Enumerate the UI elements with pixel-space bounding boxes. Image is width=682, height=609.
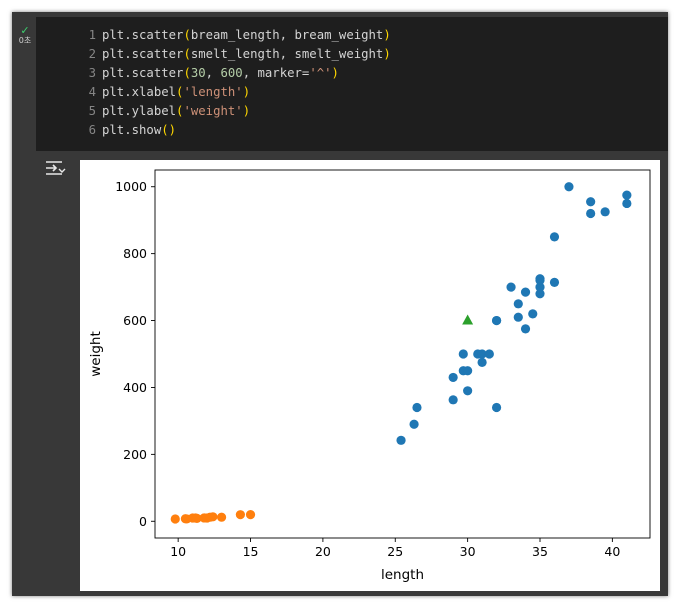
code-line: 2 plt.scatter(smelt_length, smelt_weight) xyxy=(84,45,391,64)
code-token: 600 xyxy=(220,66,243,80)
code-token: ( xyxy=(176,104,184,118)
x-tick-label: 25 xyxy=(387,544,403,559)
data-point xyxy=(192,513,202,523)
output-area: 10 15 20 25 30 35 40 0 200 400 600 800 1000 length wei… xyxy=(80,160,660,591)
line-number: 1 xyxy=(88,28,96,42)
y-tick-label: 1000 xyxy=(115,179,147,194)
code-token: ( xyxy=(176,85,184,99)
code-line: 3 plt.scatter(30, 600, marker='^') xyxy=(84,64,391,83)
y-tick-label: 0 xyxy=(139,514,147,529)
code-token: ) xyxy=(242,104,251,118)
data-point xyxy=(513,299,523,309)
data-point xyxy=(528,309,538,319)
y-tick-label: 200 xyxy=(123,447,147,462)
data-point xyxy=(216,512,227,522)
code-token: ) xyxy=(331,66,339,80)
x-tick-label: 35 xyxy=(532,544,548,559)
data-point xyxy=(600,207,610,217)
data-point xyxy=(458,349,468,359)
data-point xyxy=(448,395,458,405)
code-token: ) xyxy=(242,85,251,99)
data-point xyxy=(396,435,406,445)
data-point xyxy=(549,232,560,242)
data-point xyxy=(412,402,422,413)
code-token: ( xyxy=(183,66,191,80)
code-token: plt.show xyxy=(102,123,162,137)
plot-frame xyxy=(154,169,651,539)
check-icon: ✓ xyxy=(20,24,30,37)
data-point xyxy=(535,289,545,299)
code-line: 4 plt.xlabel('length') xyxy=(84,83,391,102)
code-token: ) xyxy=(383,47,391,61)
data-point xyxy=(586,208,596,219)
data-point xyxy=(535,282,545,292)
cell-status: ✓ 0초 xyxy=(16,24,34,46)
data-point xyxy=(484,349,494,359)
data-point xyxy=(477,349,487,359)
x-tick-label: 10 xyxy=(170,544,186,559)
code-token: plt.scatter xyxy=(102,66,184,80)
data-point xyxy=(520,324,531,334)
data-point xyxy=(622,190,632,200)
y-axis-label: weight xyxy=(88,331,104,377)
code-token: '^' xyxy=(309,66,332,80)
data-point xyxy=(513,312,523,322)
x-axis-label: length xyxy=(381,567,424,583)
code-token: 30 xyxy=(190,66,206,80)
data-point xyxy=(463,366,473,376)
data-point xyxy=(448,372,458,383)
data-point xyxy=(409,419,419,429)
data-point xyxy=(463,386,473,396)
y-tick-label: 800 xyxy=(123,246,147,261)
line-number: 4 xyxy=(88,85,96,99)
code-editor[interactable] xyxy=(36,17,668,151)
data-point xyxy=(535,275,545,285)
line-number: 6 xyxy=(88,123,96,137)
data-point xyxy=(622,198,632,209)
x-tick-label: 20 xyxy=(315,544,331,559)
execution-time: 0초 xyxy=(18,36,32,45)
code-token: plt.ylabel xyxy=(102,104,177,118)
code-token: , marker= xyxy=(242,66,310,80)
code-token: 'length' xyxy=(183,85,243,99)
output-toggle-icon[interactable] xyxy=(44,158,66,178)
code-line: 1 plt.scatter(bream_length, bream_weight) xyxy=(84,26,391,45)
data-point xyxy=(564,182,574,192)
data-point xyxy=(506,282,516,292)
code-token: , xyxy=(205,66,221,80)
data-point xyxy=(477,357,487,367)
code-token: ) xyxy=(383,28,391,42)
code-token: ( xyxy=(183,28,191,42)
data-point xyxy=(549,277,560,288)
code-token: plt.scatter xyxy=(102,47,184,61)
code-token: plt.xlabel xyxy=(102,85,177,99)
code-lines[interactable]: 1 plt.scatter(bream_length, bream_weight)… xyxy=(84,26,391,140)
code-token: 'weight' xyxy=(183,104,243,118)
code-token: () xyxy=(161,123,177,137)
line-number: 5 xyxy=(88,104,96,118)
data-point xyxy=(520,287,531,297)
y-tick-label: 600 xyxy=(123,313,147,328)
data-point xyxy=(491,315,502,326)
data-point xyxy=(491,402,502,413)
x-tick-label: 30 xyxy=(460,544,476,559)
data-point xyxy=(245,510,256,520)
data-point xyxy=(586,197,596,207)
code-token: ( xyxy=(183,47,191,61)
line-number: 3 xyxy=(88,66,96,80)
x-tick-label: 15 xyxy=(243,544,259,559)
data-point xyxy=(208,512,218,522)
data-point-triangle xyxy=(462,314,474,325)
code-line: 6 plt.show() xyxy=(84,121,391,140)
data-point xyxy=(170,514,180,524)
x-tick-label: 40 xyxy=(604,544,620,559)
y-tick-label: 400 xyxy=(123,380,147,395)
data-point xyxy=(235,510,245,520)
code-line: 5 plt.ylabel('weight') xyxy=(84,102,391,121)
code-token: plt.scatter xyxy=(102,28,184,42)
code-token: bream_length, bream_weight xyxy=(190,28,384,42)
line-number: 2 xyxy=(88,47,96,61)
scatter-chart: 10 15 20 25 30 35 4002004006008001000lengthwei… xyxy=(88,169,651,583)
code-token: smelt_length, smelt_weight xyxy=(190,47,384,61)
